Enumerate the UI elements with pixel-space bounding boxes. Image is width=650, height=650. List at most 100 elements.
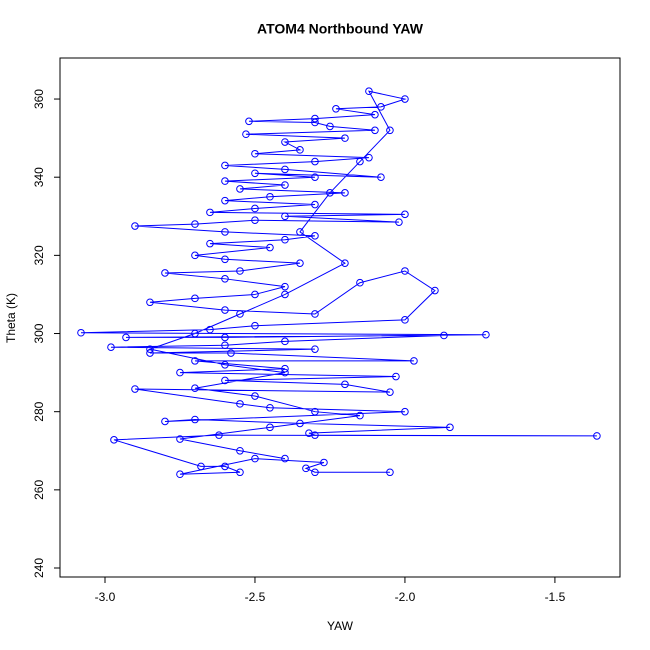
point (146, 298, 154, 307)
point (176, 470, 184, 479)
y-axis-label: Theta (K) (4, 293, 18, 343)
point (281, 282, 289, 291)
point (311, 468, 319, 477)
point (221, 255, 229, 264)
x-tick-label: -2.5 (245, 590, 266, 604)
point (311, 407, 319, 416)
y-tick-label: 320 (32, 245, 46, 265)
point (206, 208, 214, 217)
point (326, 122, 334, 131)
point (401, 95, 409, 103)
point (341, 380, 349, 389)
point (410, 357, 418, 365)
point (110, 436, 118, 444)
point (236, 310, 244, 318)
point (236, 267, 244, 275)
point (281, 368, 289, 377)
point (221, 275, 229, 283)
point (251, 169, 259, 178)
point (146, 349, 154, 357)
point (296, 228, 304, 236)
point (251, 216, 259, 224)
point (251, 321, 259, 330)
point (221, 376, 229, 385)
point (161, 269, 169, 277)
point (107, 343, 115, 352)
point (281, 212, 289, 221)
point (311, 310, 319, 318)
y-tick-label: 280 (32, 401, 46, 421)
point (401, 210, 409, 219)
point (386, 126, 394, 135)
point (356, 278, 364, 287)
point (377, 103, 385, 111)
point (191, 251, 199, 260)
point (431, 286, 439, 295)
point (221, 228, 229, 236)
plot-frame (59, 57, 621, 578)
point (236, 446, 244, 455)
x-tick-label: -1.5 (545, 590, 566, 604)
point (251, 290, 259, 299)
point (221, 360, 229, 369)
point (365, 87, 373, 96)
point (191, 220, 199, 228)
point (251, 149, 259, 158)
point (356, 411, 364, 420)
point (245, 117, 253, 126)
point (311, 345, 319, 353)
point (191, 294, 199, 303)
point (242, 130, 250, 139)
y-tick-label: 340 (32, 167, 46, 187)
point (311, 173, 319, 181)
x-axis-label: YAW (327, 619, 354, 633)
point (296, 419, 304, 428)
y-tick-label: 260 (32, 480, 46, 500)
point (236, 468, 244, 477)
point (281, 138, 289, 146)
point (215, 431, 223, 439)
point (146, 345, 154, 353)
point (311, 232, 319, 240)
point (131, 385, 139, 393)
point (206, 239, 214, 248)
point (266, 243, 274, 252)
point (206, 325, 214, 334)
point (281, 454, 289, 463)
chart-title: ATOM4 Northbound YAW (257, 21, 424, 37)
point (281, 235, 289, 244)
point (221, 177, 229, 185)
point (161, 417, 169, 426)
y-tick-label: 360 (32, 89, 46, 109)
x-tick-label: -3.0 (95, 590, 116, 604)
y-tick-label: 300 (32, 323, 46, 343)
point (401, 316, 409, 324)
point (236, 400, 244, 408)
point (401, 267, 409, 275)
point (266, 192, 274, 201)
point (482, 330, 490, 339)
point (281, 181, 289, 189)
point (176, 368, 184, 377)
point (266, 423, 274, 432)
point (392, 372, 400, 381)
point (191, 329, 199, 338)
point (281, 364, 289, 373)
point (341, 189, 349, 197)
point (341, 134, 349, 142)
point (401, 407, 409, 416)
point (296, 259, 304, 267)
point (371, 126, 379, 135)
point (131, 222, 139, 230)
point (386, 468, 394, 477)
y-tick-label: 240 (32, 558, 46, 578)
point (236, 185, 244, 193)
point (365, 153, 373, 162)
point (311, 114, 319, 123)
point (251, 392, 259, 400)
point (593, 432, 601, 440)
point (302, 464, 310, 473)
point (221, 306, 229, 314)
